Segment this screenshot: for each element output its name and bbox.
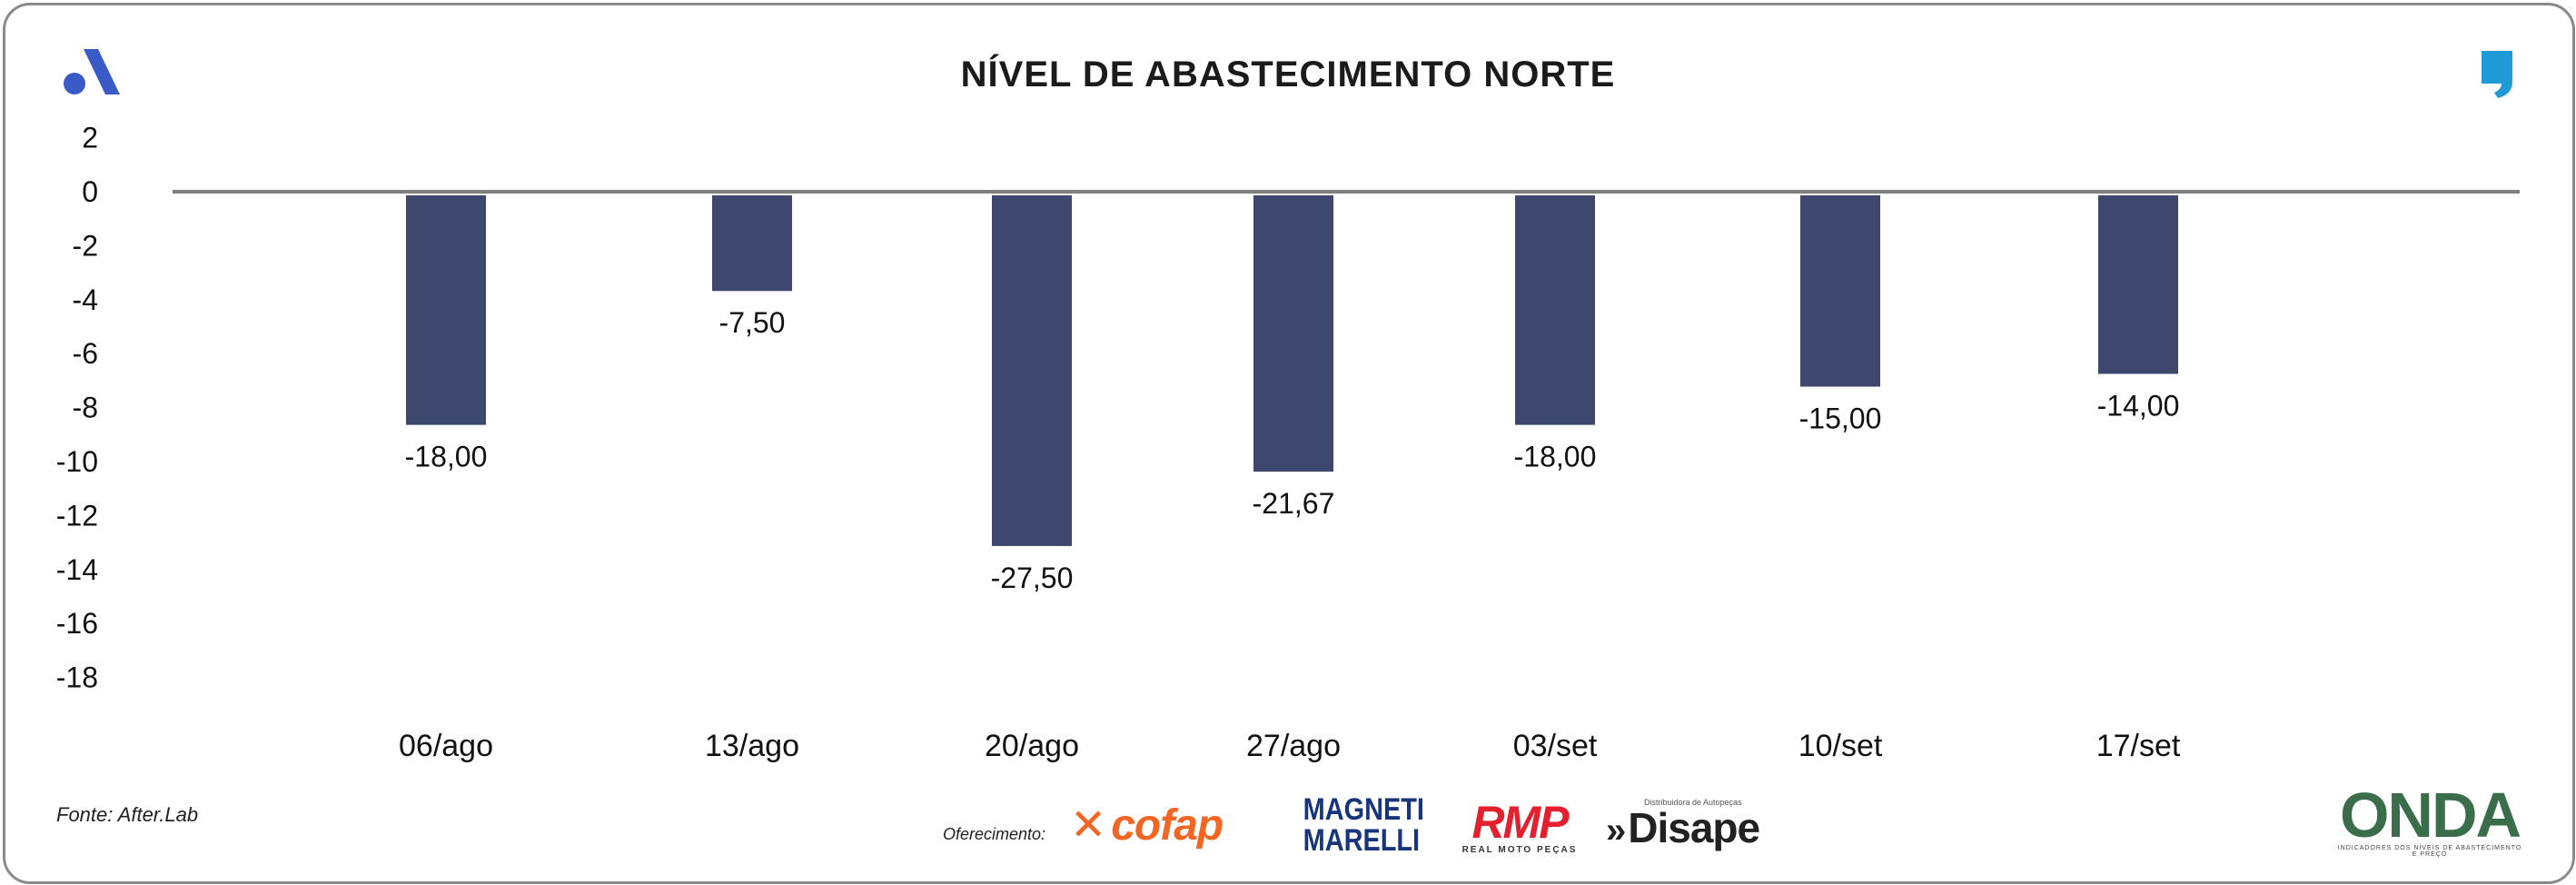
y-tick-label: -10 xyxy=(56,445,98,478)
bar xyxy=(406,195,486,425)
y-tick-label: -8 xyxy=(73,392,98,424)
afterlab-logo-icon xyxy=(64,49,120,94)
y-tick-label: 0 xyxy=(82,175,98,208)
data-labels: -18,00 -7,50 -27,50 -21,67 -18,00 -15,00 -14,0… xyxy=(405,306,2180,594)
disape-wordmark: Disape xyxy=(1628,804,1760,851)
rmp-wordmark: RMP xyxy=(1471,797,1569,848)
x-tick-label: 27/ago xyxy=(1246,729,1341,763)
bar xyxy=(2098,195,2178,374)
chart-title: NÍVEL DE ABASTECIMENTO NORTE xyxy=(960,55,1616,94)
onda-wordmark: ONDA xyxy=(2339,780,2522,850)
y-tick-label: 2 xyxy=(82,122,98,154)
source-note: Fonte: After.Lab xyxy=(56,803,199,826)
x-tick-label: 20/ago xyxy=(985,729,1079,763)
x-tick-label: 10/set xyxy=(1798,729,1883,763)
rmp-logo: RMP REAL MOTO PEÇAS xyxy=(1453,800,1586,855)
cofap-logo: ✕ cofap xyxy=(1070,800,1224,850)
y-tick-label: -4 xyxy=(73,283,98,316)
y-tick-label: -18 xyxy=(56,661,98,694)
cofap-wordmark: cofap xyxy=(1111,801,1224,850)
bar xyxy=(712,195,792,292)
data-label: -21,67 xyxy=(1253,487,1335,520)
y-tick-label: -12 xyxy=(56,499,98,532)
x-tick-label: 03/set xyxy=(1513,729,1598,763)
bar xyxy=(1515,195,1595,425)
y-tick-label: -14 xyxy=(56,553,98,586)
data-label: -18,00 xyxy=(1514,441,1597,473)
bar xyxy=(992,195,1072,546)
y-axis: 2 0 -2 -4 -6 -8 -10 -12 -14 -16 -18 xyxy=(56,122,98,694)
disape-arrow-icon: » xyxy=(1606,810,1627,850)
magneti-wordmark: MAGNETI xyxy=(1303,792,1424,827)
magneti-marelli-logo: MAGNETI MARELLI xyxy=(1303,792,1424,863)
y-tick-label: -16 xyxy=(56,607,98,640)
disape-logo: Distribuidora de Autopeças »Disape xyxy=(1606,798,1778,851)
x-tick-label: 17/set xyxy=(2096,729,2181,763)
y-tick-label: -2 xyxy=(73,229,98,262)
x-tick-label: 06/ago xyxy=(399,729,493,763)
data-label: -7,50 xyxy=(719,306,786,339)
bar xyxy=(1253,195,1333,472)
x-tick-label: 13/ago xyxy=(705,729,799,763)
quote-mark-icon xyxy=(2482,51,2512,98)
onda-tagline: INDICADORES DOS NÍVEIS DE ABASTECIMENTO … xyxy=(2337,845,2522,858)
rmp-tagline: REAL MOTO PEÇAS xyxy=(1461,845,1578,855)
onda-logo: ONDA INDICADORES DOS NÍVEIS DE ABASTECIM… xyxy=(2336,780,2523,858)
sponsor-label: Oferecimento: xyxy=(943,825,1046,843)
disape-tagline: Distribuidora de Autopeças xyxy=(1644,798,1742,807)
data-label: -14,00 xyxy=(2097,389,2180,422)
data-label: -18,00 xyxy=(405,441,488,473)
cofap-x-icon: ✕ xyxy=(1070,801,1106,850)
x-axis: 06/ago 13/ago 20/ago 27/ago 03/set 10/set 17/s… xyxy=(399,729,2181,763)
bar xyxy=(1800,195,1880,387)
bar-series xyxy=(406,195,2178,546)
data-label: -15,00 xyxy=(1799,402,1882,434)
data-label: -27,50 xyxy=(991,562,1074,594)
y-tick-label: -6 xyxy=(73,337,98,370)
marelli-wordmark: MARELLI xyxy=(1303,823,1421,858)
